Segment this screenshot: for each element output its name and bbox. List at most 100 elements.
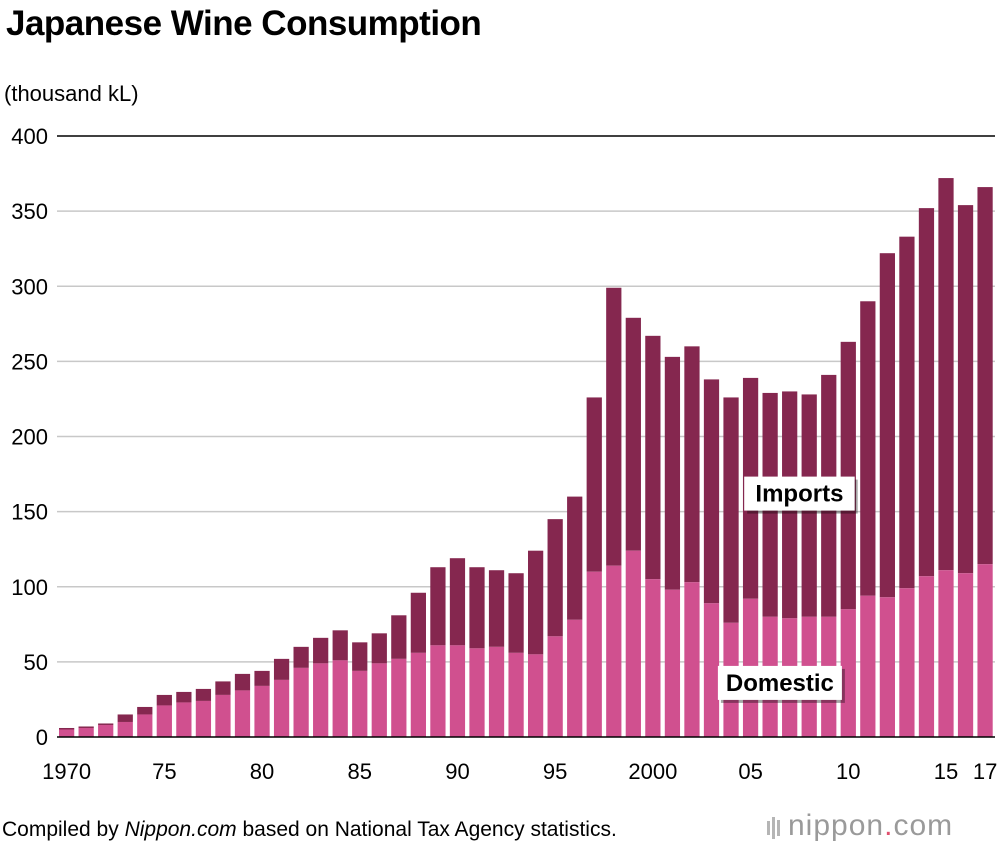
- bar-domestic: [899, 588, 915, 737]
- y-tick-label: 50: [24, 650, 48, 675]
- bar-imports: [215, 681, 231, 695]
- x-tick-label: 15: [934, 759, 958, 784]
- bar-imports: [273, 658, 290, 680]
- x-tick-label: 90: [445, 759, 469, 784]
- bar-domestic: [488, 646, 505, 737]
- bar-imports: [899, 236, 915, 589]
- bar-imports: [156, 694, 172, 706]
- bar-imports: [528, 550, 544, 655]
- bar-imports: [176, 691, 192, 703]
- y-tick-label: 400: [11, 124, 48, 149]
- chart-title: Japanese Wine Consumption: [6, 4, 482, 43]
- x-tick-label: 85: [348, 759, 372, 784]
- bar-domestic: [195, 700, 212, 737]
- bar-imports: [98, 723, 114, 725]
- bar-domestic: [156, 705, 172, 737]
- y-axis-unit-label: (thousand kL): [4, 81, 139, 106]
- bar-domestic: [293, 667, 309, 737]
- y-tick-label: 350: [11, 199, 48, 224]
- bar-imports: [332, 630, 348, 661]
- x-tick-label: 2000: [628, 759, 677, 784]
- source-suffix: based on National Tax Agency statistics.: [236, 818, 617, 841]
- bar-domestic: [664, 589, 681, 737]
- bar-domestic: [59, 729, 75, 737]
- source-prefix: Compiled by: [2, 818, 125, 841]
- bar-imports: [567, 496, 583, 620]
- bar-domestic: [469, 648, 485, 737]
- bar-domestic: [528, 654, 544, 737]
- bar-imports: [840, 341, 856, 610]
- bar-domestic: [215, 694, 231, 737]
- bar-domestic: [645, 579, 661, 737]
- imports-series-label-box: [744, 476, 855, 511]
- bar-domestic: [78, 727, 94, 737]
- bar-imports: [488, 570, 505, 647]
- source-name: Nippon.com: [124, 818, 237, 841]
- y-tick-label: 200: [11, 425, 48, 450]
- bar-domestic: [98, 724, 114, 737]
- bar-domestic: [332, 660, 348, 737]
- bar-domestic: [508, 652, 524, 737]
- bar-domestic: [840, 609, 856, 737]
- bar-domestic: [313, 663, 329, 737]
- logo-name: nippon: [788, 809, 885, 842]
- bar-domestic: [606, 565, 622, 737]
- x-tick-label: 80: [250, 759, 274, 784]
- bar-imports: [879, 253, 895, 598]
- bar-imports: [195, 688, 212, 701]
- bar-imports: [78, 726, 94, 728]
- bar-imports: [59, 727, 75, 730]
- nippon-logo: nippon.com: [767, 809, 953, 844]
- y-tick-label: 0: [36, 725, 48, 750]
- bar-imports: [391, 615, 407, 659]
- imports-series-label: Imports: [755, 481, 843, 508]
- bar-imports: [410, 592, 426, 653]
- x-tick-label: 10: [836, 759, 860, 784]
- bar-domestic: [957, 573, 974, 737]
- bar-domestic: [137, 714, 153, 737]
- bar-domestic: [391, 658, 407, 737]
- bar-domestic: [176, 702, 192, 737]
- x-tick-label: 17: [973, 759, 997, 784]
- bar-imports: [352, 642, 368, 671]
- bar-imports: [254, 670, 270, 686]
- bar-imports: [371, 633, 387, 664]
- bar-domestic: [860, 595, 876, 737]
- bar-imports: [313, 637, 329, 664]
- x-tick-label: 05: [738, 759, 762, 784]
- y-tick-label: 150: [11, 500, 48, 525]
- bar-imports: [117, 714, 133, 722]
- source-note: Compiled by Nippon.com based on National…: [2, 818, 617, 842]
- bar-domestic: [567, 619, 583, 737]
- bar-domestic: [586, 571, 602, 737]
- bar-imports: [664, 356, 681, 590]
- logo-dot: .: [884, 809, 894, 842]
- x-tick-label: 1970: [42, 759, 91, 784]
- bar-domestic: [410, 652, 426, 737]
- y-tick-label: 300: [11, 274, 48, 299]
- bar-domestic: [977, 564, 993, 737]
- bar-domestic: [547, 636, 563, 737]
- bar-domestic: [684, 582, 700, 737]
- bar-imports: [957, 205, 974, 574]
- y-tick-label: 100: [11, 575, 48, 600]
- x-tick-label: 95: [543, 759, 567, 784]
- bar-domestic: [273, 679, 290, 737]
- bar-imports: [234, 673, 251, 691]
- bar-domestic: [918, 576, 935, 737]
- bar-imports: [606, 287, 622, 566]
- bar-domestic: [371, 663, 387, 737]
- bar-imports: [293, 646, 309, 668]
- bar-domestic: [449, 645, 466, 737]
- bar-imports: [645, 335, 661, 580]
- domestic-series-label-box: [717, 665, 842, 700]
- bar-imports: [938, 178, 954, 571]
- bar-imports: [586, 397, 602, 572]
- logo-bars-icon: [767, 810, 782, 844]
- bar-domestic: [938, 570, 954, 737]
- bar-imports: [430, 567, 446, 646]
- logo-tld: com: [893, 809, 954, 842]
- bar-imports: [508, 573, 524, 653]
- bar-imports: [469, 567, 485, 649]
